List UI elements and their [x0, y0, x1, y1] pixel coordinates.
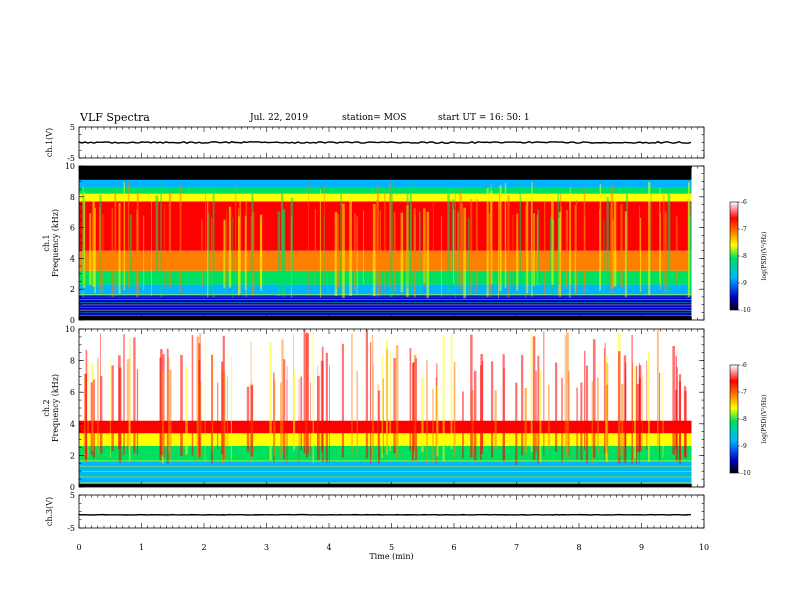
- spectrogram-ch2-streaks: [83, 329, 687, 465]
- colorbar-tick-label: -10: [741, 470, 751, 477]
- signal-trace-ch1: [78, 140, 692, 145]
- colorbar-tick-label: -6: [741, 362, 747, 369]
- y-tick-label: 5: [70, 123, 75, 132]
- colorbar-tick-label: -8: [741, 253, 747, 260]
- y-tick-label: 8: [70, 357, 75, 366]
- y-tick-label: 10: [65, 162, 75, 171]
- x-tick-label: 2: [201, 543, 206, 552]
- y-tick-label: 0: [70, 483, 75, 492]
- colorbar-tick-label: -9: [741, 280, 747, 287]
- colorbar-gradient: [729, 364, 739, 474]
- plot-axes-layer: 5 -5 ch.1(V) -6 -7 -8 -9 -10 log(PSD)(V²/Hz) 0 2 4 6…: [42, 123, 768, 561]
- x-tick-label: 3: [264, 543, 269, 552]
- spectrogram-ch1-streaks: [82, 181, 692, 299]
- y-axis-label-frequency: Frequency (kHz): [51, 374, 60, 442]
- y-tick-label: -5: [67, 524, 75, 533]
- colorbar-tick-label: -8: [741, 416, 747, 423]
- y-tick-label: 4: [70, 420, 75, 429]
- colorbar-tick-label: -7: [741, 226, 747, 233]
- plot-data-layer: [78, 140, 692, 516]
- y-tick-label: 4: [70, 254, 75, 263]
- y-tick-label: 10: [65, 325, 75, 334]
- y-tick-label: 2: [70, 451, 75, 460]
- x-tick-label: 8: [576, 543, 581, 552]
- x-tick-label: 0: [76, 543, 81, 552]
- x-tick-label: 9: [639, 543, 644, 552]
- figure-title: VLF Spectra: [80, 111, 150, 124]
- colorbar-title: log(PSD)(V²/Hz): [761, 395, 768, 444]
- x-tick-label: 5: [389, 543, 394, 552]
- spectrogram-ch1-lines: [79, 294, 692, 316]
- y-tick-label: -5: [67, 154, 75, 163]
- x-tick-label: 7: [514, 543, 519, 552]
- colorbar-tick-label: -6: [741, 199, 747, 206]
- spectrogram-ch2-lines: [79, 460, 692, 483]
- date-label: Jul. 22, 2019: [250, 113, 309, 123]
- x-tick-label: 10: [699, 543, 709, 552]
- y-tick-label: 2: [70, 285, 75, 294]
- x-axis-label: Time (min): [369, 552, 413, 561]
- spectrogram-ch1: [79, 166, 692, 320]
- y-axis-label: ch.1(V): [45, 128, 54, 157]
- station-label: station= MOS: [342, 113, 407, 123]
- colorbar-tick-label: -9: [741, 443, 747, 450]
- colorbar-ch1: -6 -7 -8 -9 -10 log(PSD)(V²/Hz): [729, 199, 768, 314]
- y-tick-label: 6: [70, 388, 75, 397]
- start-ut-label: start UT = 16: 50: 1: [438, 113, 530, 123]
- y-tick-label: 8: [70, 193, 75, 202]
- x-tick-label: 6: [451, 543, 456, 552]
- spectrogram-ch2: [79, 329, 692, 487]
- y-tick-label: 6: [70, 224, 75, 233]
- x-tick-label: 4: [326, 543, 331, 552]
- x-tick-label: 1: [139, 543, 144, 552]
- colorbar-tick-label: -7: [741, 389, 747, 396]
- colorbar-ch2: -6 -7 -8 -9 -10 log(PSD)(V²/Hz): [729, 362, 768, 477]
- colorbar-tick-label: -10: [741, 307, 751, 314]
- y-axis-label: ch.3(V): [45, 497, 54, 526]
- colorbar-title: log(PSD)(V²/Hz): [761, 232, 768, 281]
- y-tick-label: 0: [70, 316, 75, 325]
- y-tick-label: 5: [70, 491, 75, 500]
- y-axis-label-channel: ch.1: [42, 234, 51, 251]
- y-axis-label-channel: ch.2: [42, 399, 51, 416]
- y-axis-label-frequency: Frequency (kHz): [51, 209, 60, 277]
- colorbar-gradient: [729, 201, 739, 311]
